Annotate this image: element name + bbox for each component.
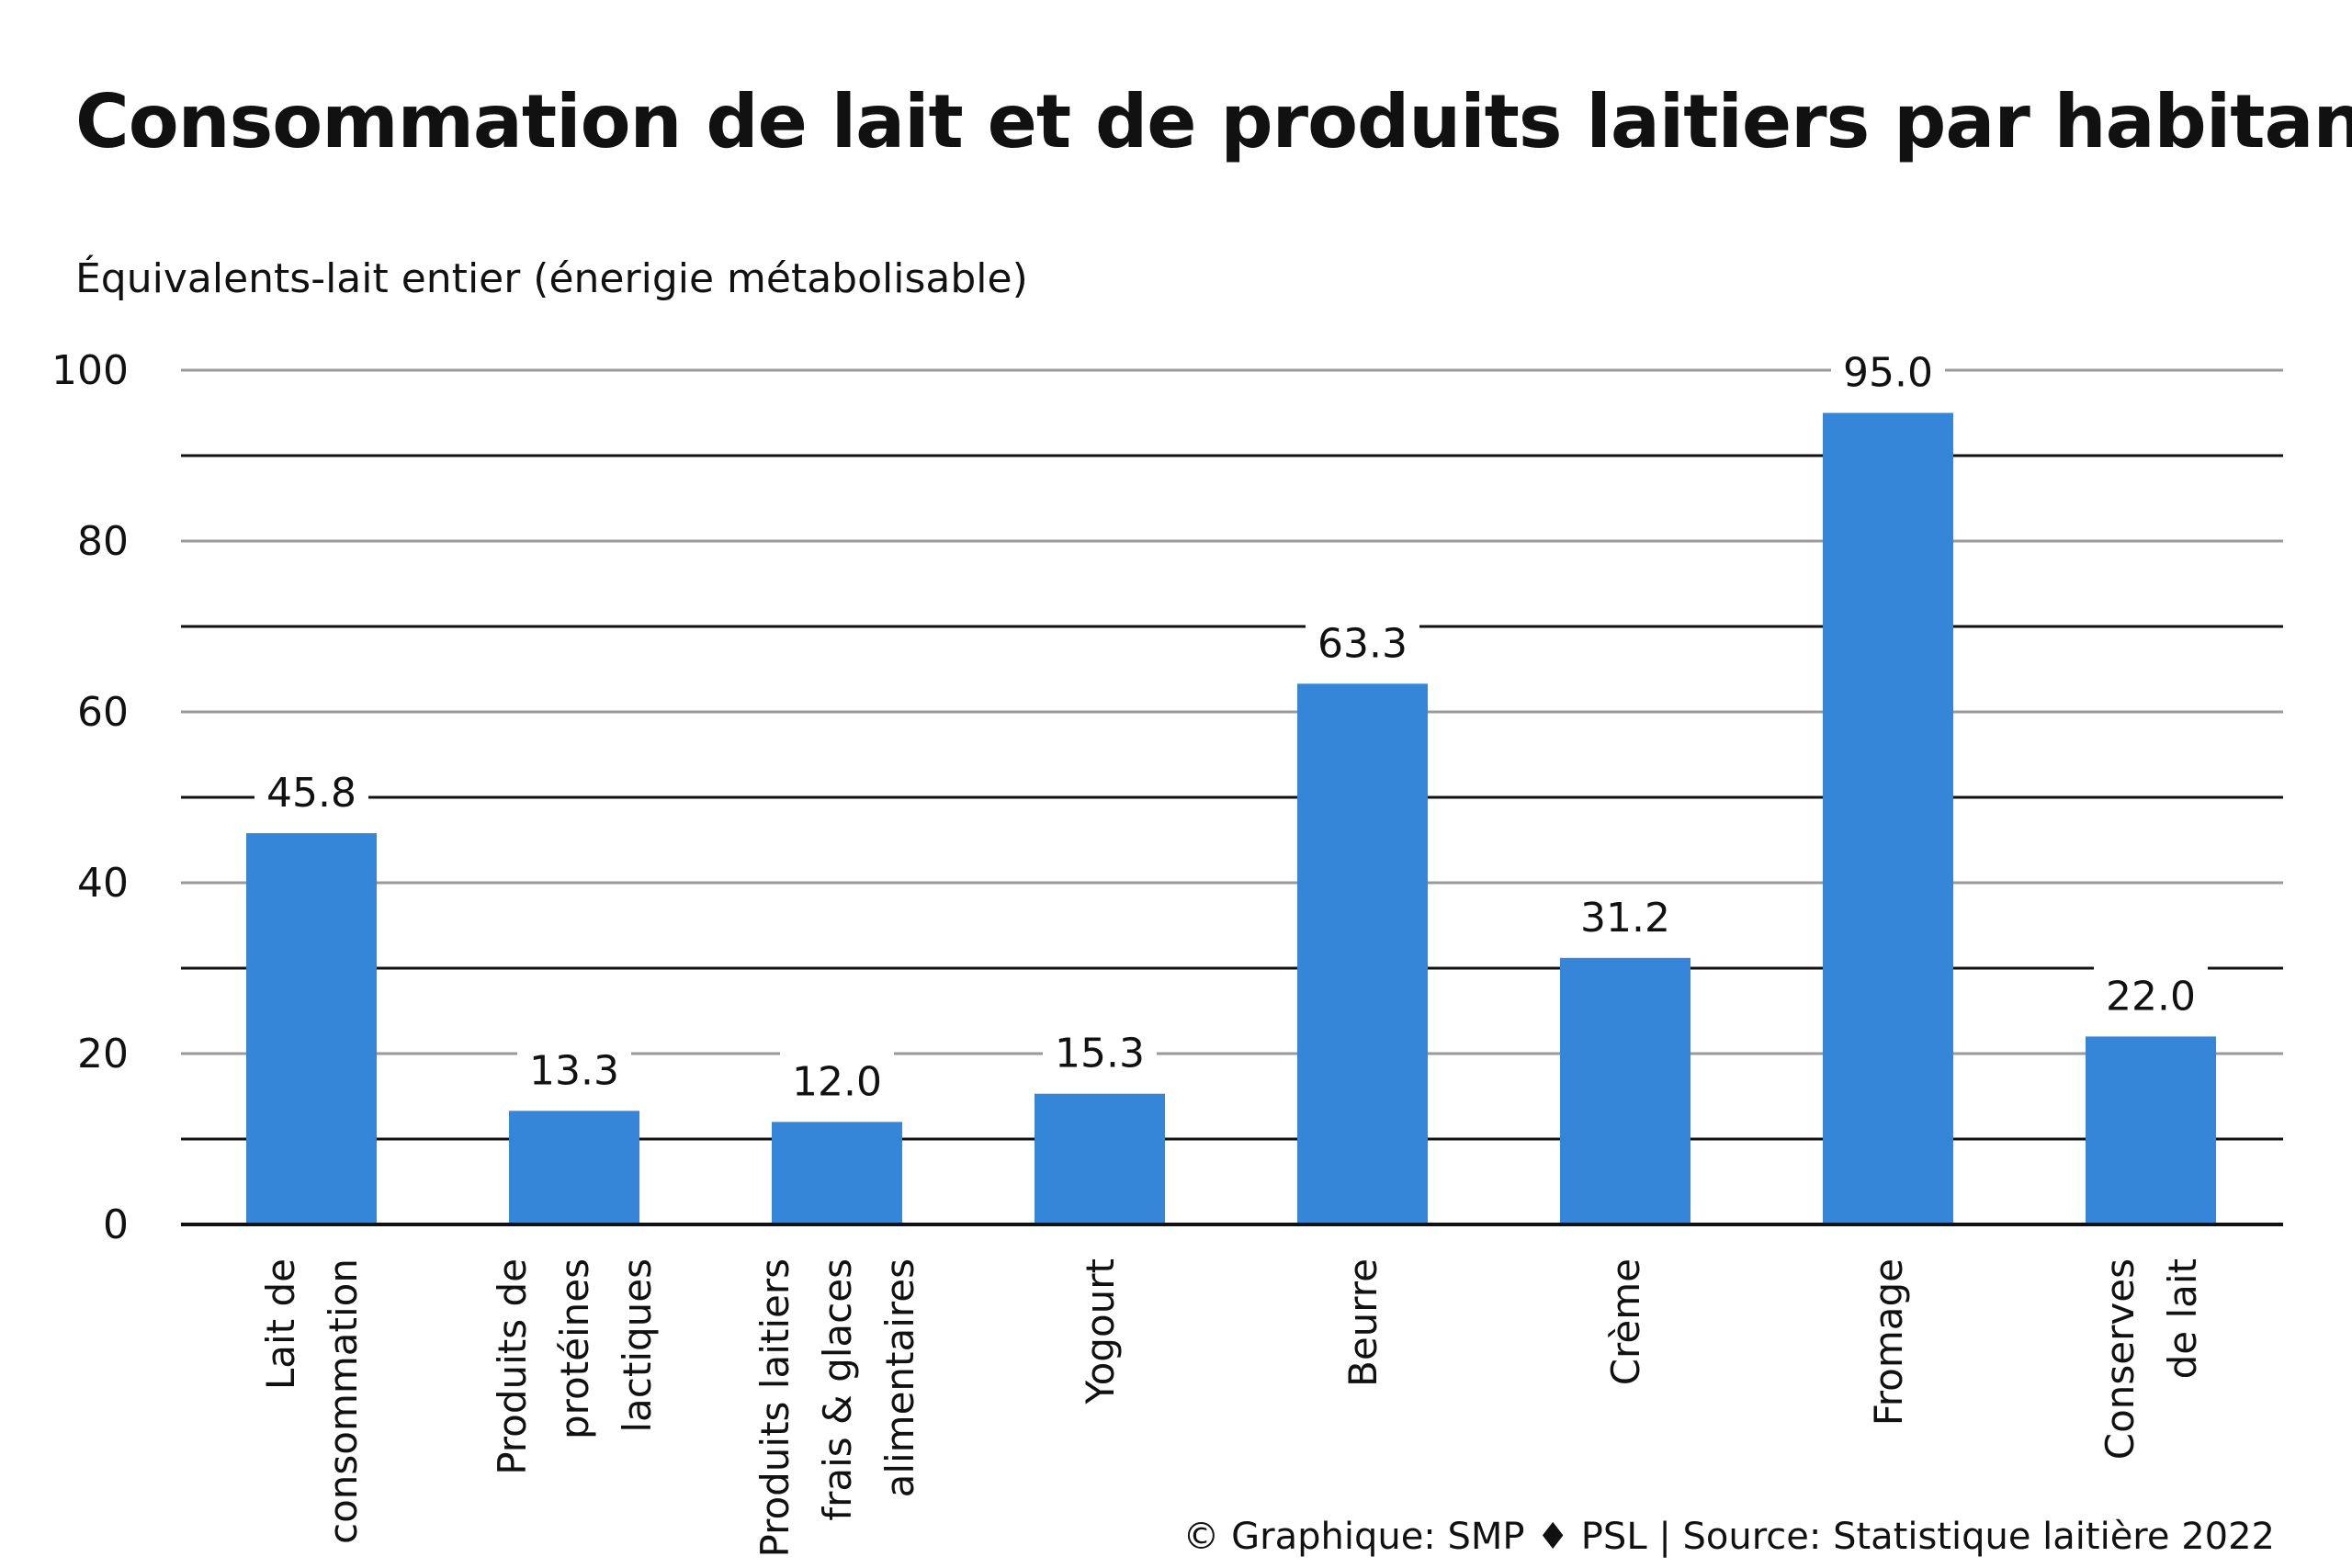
data-label-background	[254, 763, 368, 818]
x-tick-label: Crème	[1603, 1258, 1648, 1385]
bars	[246, 412, 2216, 1224]
x-tick-label-line: Crème	[1603, 1258, 1648, 1385]
data-label-background	[1043, 1023, 1157, 1077]
data-label: 13.3	[529, 1047, 619, 1094]
y-tick-labels: 0 20 40 60 80 100	[51, 347, 129, 1248]
data-label-background	[1568, 887, 1682, 942]
x-tick-labels: Lait de consommation Produits de protéines l…	[258, 1258, 2205, 1557]
data-labels: 45.8 13.3 12.0 15.3 63.3 31.2 95.0 22.0	[254, 343, 2208, 1106]
x-tick-label: Fromage	[1866, 1258, 1911, 1426]
source-credit: © Graphique: SMP ♦ PSL | Source: Statist…	[1182, 1516, 2275, 1558]
x-tick-label-line: de lait	[2160, 1258, 2205, 1379]
y-tick-label: 100	[51, 347, 129, 394]
x-tick-label-line: Lait de	[258, 1258, 303, 1390]
data-label-background	[517, 1041, 631, 1095]
data-label-background	[2094, 966, 2208, 1021]
bar	[2086, 1036, 2216, 1224]
y-tick-label: 80	[77, 518, 129, 565]
bar	[772, 1122, 902, 1224]
y-tick-label: 20	[77, 1031, 129, 1077]
y-axis-label: Équivalents-lait entier (énerigie métabo…	[75, 254, 1028, 302]
data-label-background	[780, 1052, 894, 1106]
chart-title: Consommation de lait et de produits lait…	[75, 79, 2352, 164]
data-label-background	[1306, 614, 1419, 668]
x-tick-label-line: Conserves	[2098, 1258, 2143, 1460]
bar	[1035, 1093, 1165, 1224]
x-tick-label: Beurre	[1340, 1258, 1385, 1387]
gridlines	[181, 368, 2283, 1141]
y-tick-label: 0	[103, 1201, 129, 1248]
x-tick-label: Produits de protéines lactiques	[490, 1258, 660, 1475]
x-tick-label-line: Fromage	[1866, 1258, 1911, 1426]
x-tick-label-line: frais & glaces	[815, 1258, 860, 1521]
x-tick-label: Conserves de lait	[2098, 1258, 2205, 1460]
bar	[246, 833, 377, 1224]
x-tick-label-line: protéines	[552, 1258, 597, 1439]
x-tick-label-line: lactiques	[615, 1258, 660, 1433]
x-tick-label: Produits laitiers frais & glaces alimentai…	[752, 1258, 922, 1557]
data-label: 22.0	[2106, 973, 2196, 1020]
x-tick-label-line: Beurre	[1340, 1258, 1385, 1387]
data-label: 63.3	[1317, 620, 1408, 667]
data-label-background	[1831, 343, 1945, 397]
bar	[509, 1111, 639, 1224]
x-tick-label: Yogourt	[1078, 1258, 1123, 1404]
bar	[1297, 683, 1428, 1224]
data-label: 95.0	[1843, 350, 1933, 397]
x-tick-label-line: Produits laitiers	[752, 1258, 797, 1557]
y-tick-label: 60	[77, 689, 129, 736]
data-label: 15.3	[1055, 1031, 1145, 1077]
bar	[1823, 412, 1953, 1224]
x-tick-label-line: Produits de	[490, 1258, 535, 1475]
y-tick-label: 40	[77, 860, 129, 907]
x-tick-label-line: alimentaires	[877, 1258, 922, 1497]
x-tick-label-line: consommation	[321, 1258, 366, 1544]
data-label: 12.0	[792, 1058, 882, 1105]
bar	[1560, 957, 1690, 1224]
data-label: 45.8	[266, 770, 356, 817]
x-tick-label: Lait de consommation	[258, 1258, 366, 1544]
data-label: 31.2	[1580, 895, 1670, 942]
x-tick-label-line: Yogourt	[1078, 1258, 1123, 1404]
